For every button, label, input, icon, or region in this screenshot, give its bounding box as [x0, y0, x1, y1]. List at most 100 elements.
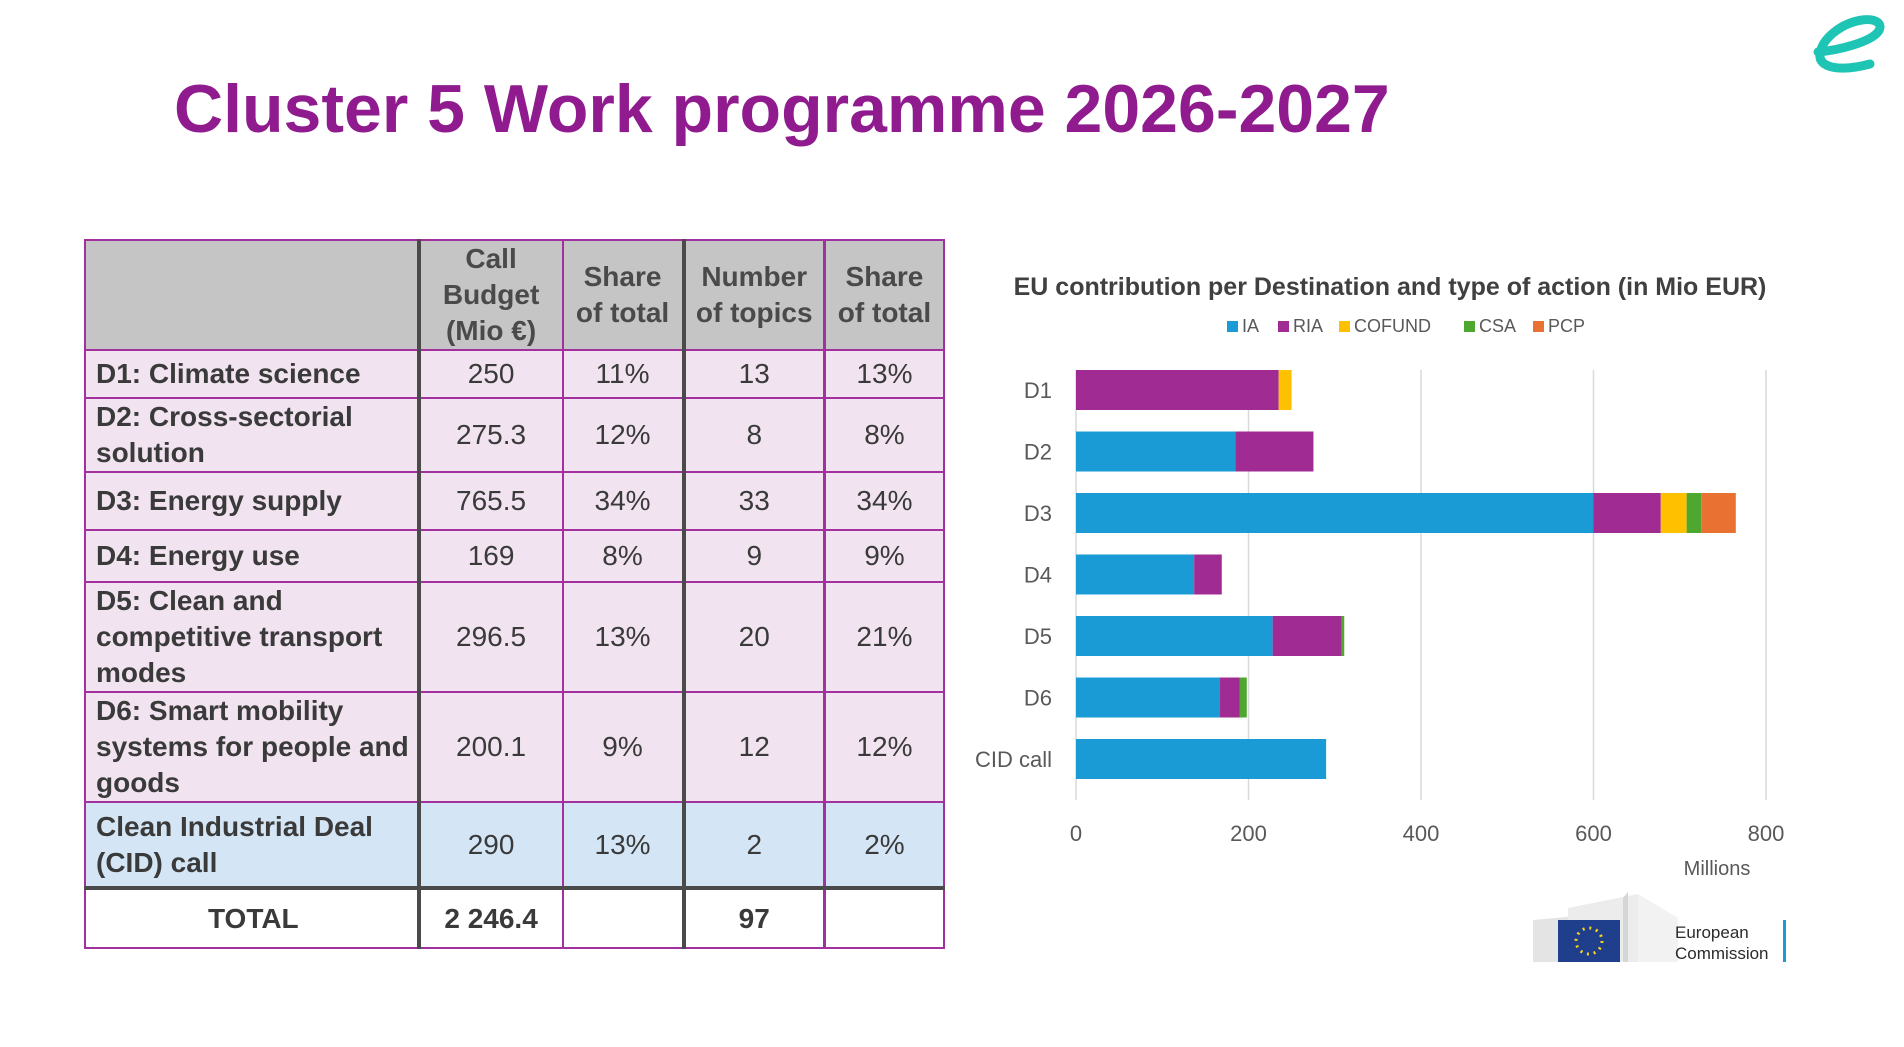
- row-share-budget: 8%: [561, 529, 685, 583]
- table-row: D6: Smart mobility systems for people an…: [84, 691, 945, 803]
- bar-d4-ria: [1194, 554, 1222, 595]
- total-label: TOTAL: [84, 886, 420, 949]
- chart-x-axis-label: Millions: [1684, 858, 1751, 880]
- table-row: D3: Energy supply 765.5 34% 33 34%: [84, 471, 945, 531]
- row-share-topics: 34%: [822, 471, 945, 531]
- row-budget: 275.3: [416, 397, 564, 473]
- table-row: D5: Clean and competitive transport mode…: [84, 581, 945, 693]
- row-topics: 20: [681, 581, 826, 693]
- bar-d6-csa: [1239, 677, 1247, 718]
- row-share-topics: 13%: [822, 349, 945, 399]
- stacked-bar-chart: EU contribution per Destination and type…: [975, 273, 1784, 880]
- legend-label-ia: IA: [1242, 316, 1259, 336]
- row-share-topics: 21%: [822, 581, 945, 693]
- row-share-topics: 8%: [822, 397, 945, 473]
- row-topics: 8: [681, 397, 826, 473]
- row-share-budget: 34%: [561, 471, 685, 531]
- bar-d6-ia: [1076, 677, 1221, 718]
- chart-x-axis: 0 200 400 600 800: [1070, 821, 1784, 846]
- ec-logo-line1: European: [1675, 923, 1749, 942]
- ec-logo-line2: Commission: [1675, 944, 1769, 963]
- y-tick-label: D2: [1024, 440, 1052, 465]
- row-share-budget: 13%: [561, 581, 685, 693]
- legend-swatch-pcp: [1533, 321, 1544, 332]
- row-label: D3: Energy supply: [84, 471, 420, 531]
- table-row: Clean Industrial Deal (CID) call 290 13%…: [84, 801, 945, 890]
- total-share-topics: [822, 886, 945, 949]
- y-tick-label: D4: [1024, 563, 1052, 588]
- row-share-budget: 12%: [561, 397, 685, 473]
- bar-cid-call-ia: [1076, 739, 1327, 779]
- table-header-topics: Number of topics: [681, 239, 826, 351]
- legend-swatch-ria: [1278, 321, 1289, 332]
- table-header-budget: Call Budget (Mio €): [416, 239, 564, 351]
- row-label: D4: Energy use: [84, 529, 420, 583]
- row-budget: 765.5: [416, 471, 564, 531]
- total-share-budget: [561, 886, 685, 949]
- bar-d2-ia: [1076, 431, 1236, 472]
- legend-label-pcp: PCP: [1548, 316, 1585, 336]
- row-budget: 169: [416, 529, 564, 583]
- y-tick-label: D1: [1024, 378, 1052, 403]
- row-share-topics: 2%: [822, 801, 945, 890]
- bar-d5-ria: [1272, 616, 1342, 656]
- x-tick-label: 400: [1403, 821, 1440, 846]
- total-budget: 2 246.4: [416, 886, 564, 949]
- row-label: Clean Industrial Deal (CID) call: [84, 801, 420, 890]
- bar-d1-cofund: [1278, 370, 1292, 410]
- row-label: D1: Climate science: [84, 349, 420, 399]
- table-row: D4: Energy use 169 8% 9 9%: [84, 529, 945, 583]
- bar-d3-ia: [1076, 493, 1594, 533]
- legend-label-csa: CSA: [1479, 316, 1516, 336]
- row-topics: 13: [681, 349, 826, 399]
- row-topics: 9: [681, 529, 826, 583]
- y-tick-label: CID call: [975, 747, 1052, 772]
- row-budget: 200.1: [416, 691, 564, 803]
- row-share-budget: 9%: [561, 691, 685, 803]
- y-tick-label: D5: [1024, 624, 1052, 649]
- table-header-share-budget: Share of total: [561, 239, 685, 351]
- y-tick-label: D3: [1024, 501, 1052, 526]
- e-logo-icon: [1813, 15, 1885, 73]
- x-tick-label: 600: [1575, 821, 1612, 846]
- chart-bars: [1076, 370, 1736, 779]
- row-share-topics: 9%: [822, 529, 945, 583]
- row-share-topics: 12%: [822, 691, 945, 803]
- legend-label-cofund: COFUND: [1354, 316, 1431, 336]
- row-topics: 2: [681, 801, 826, 890]
- bar-d3-ria: [1593, 493, 1661, 533]
- table-row: D1: Climate science 250 11% 13 13%: [84, 349, 945, 399]
- chart-legend: IA RIA COFUND CSA PCP: [1227, 316, 1585, 336]
- x-tick-label: 0: [1070, 821, 1082, 846]
- bar-d2-ria: [1235, 431, 1314, 472]
- row-topics: 33: [681, 471, 826, 531]
- bar-d1-ria: [1076, 370, 1279, 410]
- chart-y-axis: D1 D2 D3 D4 D5 D6 CID call: [975, 378, 1052, 772]
- bar-d4-ia: [1076, 554, 1195, 595]
- legend-swatch-csa: [1464, 321, 1475, 332]
- bar-d5-csa: [1341, 616, 1345, 656]
- row-budget: 296.5: [416, 581, 564, 693]
- table-header-label: [84, 239, 420, 351]
- bar-d5-ia: [1076, 616, 1273, 656]
- row-label: D5: Clean and competitive transport mode…: [84, 581, 420, 693]
- y-tick-label: D6: [1024, 686, 1052, 711]
- bar-d6-ria: [1220, 677, 1240, 718]
- page-title: Cluster 5 Work programme 2026-2027: [174, 71, 1390, 147]
- total-topics: 97: [681, 886, 826, 949]
- row-label: D2: Cross-sectorial solution: [84, 397, 420, 473]
- row-budget: 290: [416, 801, 564, 890]
- legend-swatch-ia: [1227, 321, 1238, 332]
- bar-d3-cofund: [1660, 493, 1687, 533]
- row-topics: 12: [681, 691, 826, 803]
- legend-label-ria: RIA: [1293, 316, 1323, 336]
- european-commission-logo: European Commission: [1533, 892, 1786, 963]
- bar-d3-pcp: [1701, 493, 1736, 533]
- row-label: D6: Smart mobility systems for people an…: [84, 691, 420, 803]
- legend-swatch-cofund: [1339, 321, 1350, 332]
- row-budget: 250: [416, 349, 564, 399]
- table-header-share-topics: Share of total: [822, 239, 945, 351]
- x-tick-label: 200: [1230, 821, 1267, 846]
- row-share-budget: 11%: [561, 349, 685, 399]
- table-total-row: TOTAL 2 246.4 97: [84, 886, 945, 949]
